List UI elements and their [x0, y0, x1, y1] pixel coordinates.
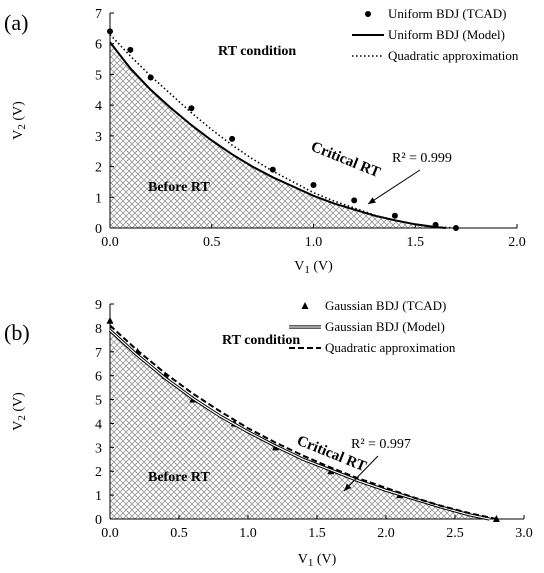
x-tick-label: 1.0 — [239, 526, 257, 541]
y-axis-label: V2 (V) — [11, 101, 28, 140]
legend-entry: Gaussian BDJ (Model) — [325, 319, 445, 334]
x-axis-label: V1 (V) — [298, 552, 337, 569]
data-point — [229, 135, 236, 142]
x-axis-label-main: V — [294, 259, 304, 274]
x-axis-label: V1 (V) — [294, 259, 333, 276]
y-tick-label: 2 — [95, 161, 102, 176]
x-tick-label: 2.0 — [377, 526, 395, 541]
data-point — [452, 225, 459, 231]
legend: Uniform BDJ (TCAD) Uniform BDJ (Model) Qua… — [352, 6, 519, 63]
legend-marker-triangle — [301, 302, 309, 309]
x-axis-label-unit: (V) — [310, 259, 333, 274]
y-tick-label: 0 — [95, 222, 102, 237]
y-tick-label: 6 — [95, 38, 102, 53]
y-tick-label: 3 — [95, 130, 102, 145]
data-point — [269, 166, 276, 173]
y-tick-label: 5 — [95, 68, 102, 83]
data-point — [127, 46, 134, 53]
legend-entry: Quadratic approximation — [388, 48, 519, 63]
y-axis-label-main: V — [11, 421, 26, 431]
quadratic-curve — [109, 33, 456, 229]
critical-rt-label: Critical RT — [309, 139, 383, 181]
x-axis-label-sub: 1 — [308, 557, 314, 569]
y-axis-label-unit: (V) — [11, 101, 26, 124]
panel-label: (a) — [4, 10, 28, 35]
r-squared-arrow — [343, 455, 379, 492]
x-tick-label: 2.0 — [508, 235, 526, 250]
data-point — [106, 316, 114, 324]
before-rt-region — [110, 330, 490, 519]
model-curve-inner — [109, 329, 490, 520]
data-point — [391, 212, 398, 219]
y-tick-label: 1 — [95, 489, 102, 504]
x-tick-label: 1.0 — [305, 235, 323, 250]
before-rt-region — [110, 42, 446, 229]
y-tick-label: 2 — [95, 465, 102, 480]
y-axis-label-sub: 2 — [16, 124, 28, 130]
series-markers-circle — [107, 28, 459, 231]
r-squared-label: R² = 0.997 — [351, 437, 411, 452]
data-point — [147, 74, 154, 81]
y-tick-label: 4 — [95, 99, 102, 114]
x-axis-label-main: V — [298, 552, 308, 567]
legend: Gaussian BDJ (TCAD) Gaussian BDJ (Model) Q… — [289, 298, 456, 355]
data-point — [188, 105, 195, 112]
r-squared-arrowhead — [344, 483, 352, 491]
y-axis-label-sub: 2 — [16, 415, 28, 421]
rt-condition-label: RT condition — [218, 44, 296, 59]
data-point — [351, 197, 358, 204]
y-axis-label-unit: (V) — [11, 392, 26, 415]
y-tick-label: 3 — [95, 441, 102, 456]
x-axis-label-unit: (V) — [313, 552, 336, 567]
y-tick-label: 7 — [95, 346, 102, 361]
r-squared-arrow — [367, 169, 421, 205]
x-tick-label: 2.5 — [446, 526, 464, 541]
y-tick-label: 7 — [95, 7, 102, 22]
y-tick-label: 6 — [95, 370, 102, 385]
y-axis-label-main: V — [11, 130, 26, 140]
y-tick-label: 5 — [95, 394, 102, 409]
y-tick-label: 9 — [95, 298, 102, 313]
y-tick-label: 1 — [95, 191, 102, 206]
legend-entry: Uniform BDJ (Model) — [388, 27, 505, 42]
series-dotted — [109, 33, 456, 229]
legend-entry: Gaussian BDJ (TCAD) — [325, 298, 446, 313]
r-squared-label: R² = 0.999 — [392, 151, 452, 166]
legend-marker-circle — [365, 11, 371, 17]
x-axis-label-sub: 1 — [304, 264, 310, 276]
before-rt-label: Before RT — [148, 470, 211, 485]
panel-label: (b) — [4, 320, 30, 345]
y-tick-label: 4 — [95, 417, 102, 432]
x-tick-label: 1.5 — [407, 235, 425, 250]
x-tick-label: 0.0 — [101, 235, 119, 250]
x-tick-label: 0.0 — [101, 526, 119, 541]
x-tick-label: 3.0 — [515, 526, 533, 541]
y-axis-label: V2 (V) — [11, 392, 28, 431]
rt-condition-label: RT condition — [222, 333, 300, 348]
y-tick-label: 8 — [95, 322, 102, 337]
data-point — [107, 28, 113, 35]
x-tick-label: 0.5 — [203, 235, 221, 250]
legend-entry: Quadratic approximation — [325, 340, 456, 355]
quadratic-curve — [109, 324, 497, 520]
x-tick-label: 1.5 — [308, 526, 326, 541]
series-double — [108, 329, 490, 521]
legend-entry: Uniform BDJ (TCAD) — [388, 6, 506, 21]
y-tick-label: 0 — [95, 513, 102, 528]
x-tick-label: 0.5 — [170, 526, 188, 541]
r-squared-arrowhead — [368, 197, 376, 204]
before-rt-label: Before RT — [148, 180, 211, 195]
series-dashed — [109, 324, 497, 520]
data-point — [310, 182, 317, 188]
